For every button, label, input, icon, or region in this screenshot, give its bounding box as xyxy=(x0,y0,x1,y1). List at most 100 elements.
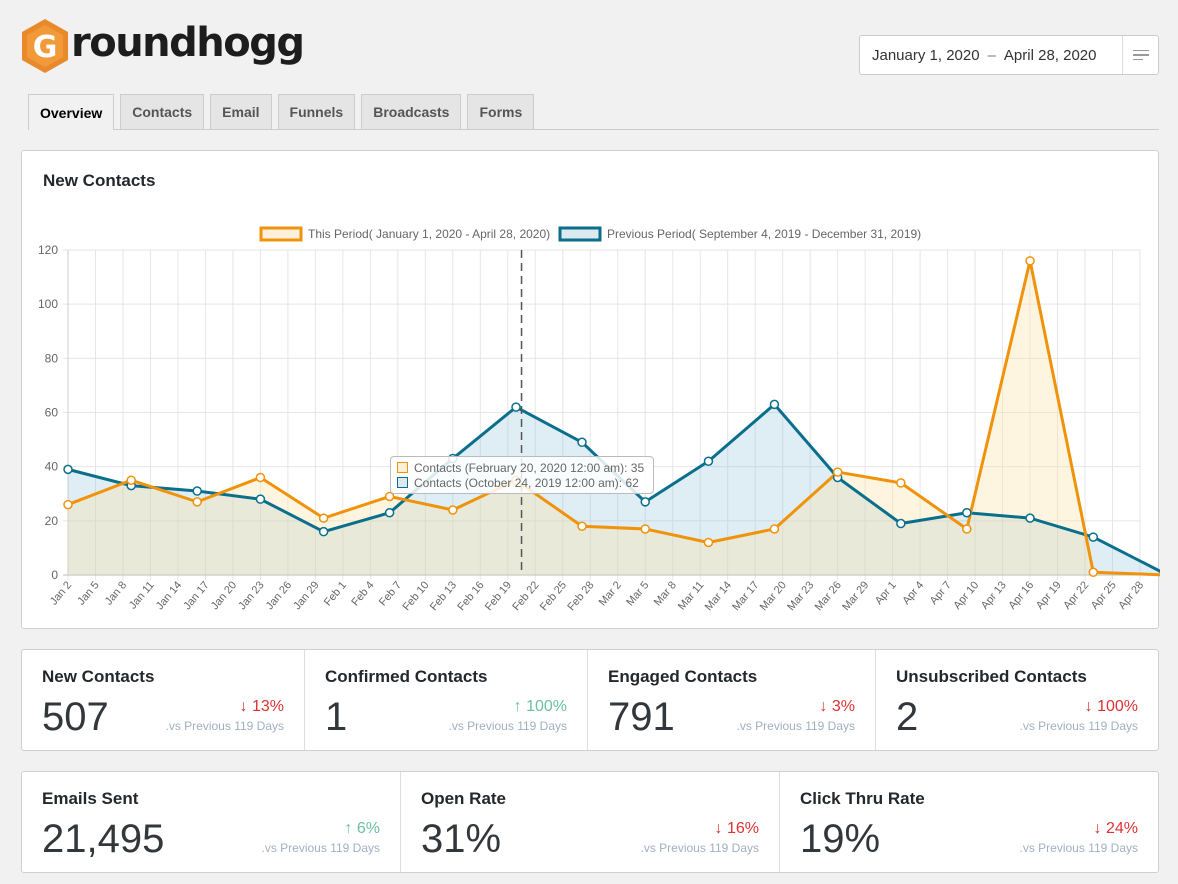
x-tick-label: Feb 25 xyxy=(538,579,569,613)
stat-card-open-rate: Open Rate 31% ↓ 16% .vs Previous 119 Days xyxy=(401,772,780,872)
series-0-point xyxy=(640,524,650,534)
series-0-point xyxy=(832,467,843,477)
x-tick-label: Apr 4 xyxy=(900,579,926,607)
x-tick-label: Mar 20 xyxy=(758,579,789,613)
contacts-stats-row: New Contacts 507 ↓ 13% .vs Previous 119 Day… xyxy=(21,649,1159,751)
x-tick-label: Mar 11 xyxy=(676,579,707,612)
stat-change: ↓ 16% xyxy=(715,820,759,838)
date-range-text[interactable]: January 1, 2020– April 28, 2020 xyxy=(860,47,1122,64)
arrow-down-icon: ↓ xyxy=(1084,698,1098,715)
arrow-down-icon: ↓ xyxy=(239,698,252,715)
x-tick-label: Apr 10 xyxy=(951,579,981,612)
tooltip-swatch-this-period xyxy=(397,462,408,473)
series-1-point xyxy=(577,437,587,448)
x-tick-label: Feb 28 xyxy=(565,579,596,613)
y-tick-label: 120 xyxy=(38,243,58,257)
stat-value: 507 xyxy=(42,695,109,739)
x-tick-label: Jan 17 xyxy=(181,579,211,612)
stat-title: Emails Sent xyxy=(42,789,139,808)
y-tick-label: 100 xyxy=(38,297,58,311)
arrow-up-icon: ↑ xyxy=(344,820,357,837)
stat-change-percent: 6% xyxy=(356,820,380,837)
y-tick-label: 40 xyxy=(45,460,59,474)
series-1-point xyxy=(318,526,329,537)
series-0-point xyxy=(1088,567,1099,578)
date-separator: – xyxy=(987,46,996,64)
new-contacts-chart-panel: New Contacts Jan 2 Jan 5 Jan 8 Jan 11 Jan 14… xyxy=(21,150,1160,630)
y-tick-label: 80 xyxy=(45,351,59,365)
tab-forms[interactable]: Forms xyxy=(467,94,535,129)
y-tick-label: 0 xyxy=(51,568,58,582)
filter-menu-icon[interactable] xyxy=(1122,36,1158,74)
date-end: April 28, 2020 xyxy=(1003,46,1097,64)
series-1-point xyxy=(703,456,714,466)
series-0-point xyxy=(192,497,202,507)
x-tick-label: Mar 17 xyxy=(730,579,761,613)
y-tick-label: 20 xyxy=(45,514,59,528)
x-tick-label: Mar 26 xyxy=(813,579,844,613)
legend-swatch-0 xyxy=(259,226,303,242)
email-stats-row: Emails Sent 21,495 ↑ 6% .vs Previous 119 Da… xyxy=(21,771,1159,873)
x-tick-label: Mar 23 xyxy=(785,579,816,613)
x-tick-label: Jan 5 xyxy=(75,579,101,607)
stat-comparison-label: .vs Previous 119 Days xyxy=(261,841,381,855)
stat-value: 1 xyxy=(325,695,348,739)
stat-change: ↓ 3% xyxy=(819,698,855,716)
tab-funnels[interactable]: Funnels xyxy=(277,94,356,129)
stat-change: ↓ 13% xyxy=(240,698,284,716)
stat-card-click-thru-rate: Click Thru Rate 19% ↓ 24% .vs Previous 119 … xyxy=(780,772,1158,872)
stat-change: ↑ 100% xyxy=(514,698,567,716)
stat-value: 2 xyxy=(896,695,919,739)
stat-value: 31% xyxy=(421,817,502,861)
stat-card-unsubscribed-contacts: Unsubscribed Contacts 2 ↓ 100% .vs Previous… xyxy=(876,650,1158,750)
series-0-area xyxy=(68,260,1160,575)
legend-label-0: This Period( January 1, 2020 - April 28,… xyxy=(308,227,550,241)
series-0-point xyxy=(63,499,73,510)
x-tick-label: Feb 22 xyxy=(510,579,541,613)
x-tick-label: Mar 14 xyxy=(703,579,734,613)
series-1-point xyxy=(63,464,73,475)
tab-broadcasts[interactable]: Broadcasts xyxy=(361,94,462,129)
legend-label-1: Previous Period( September 4, 2019 - Dec… xyxy=(607,227,921,241)
series-0-point xyxy=(384,491,395,502)
x-tick-label: Apr 28 xyxy=(1116,579,1146,612)
stat-title: Click Thru Rate xyxy=(800,789,925,808)
tab-overview[interactable]: Overview xyxy=(28,94,115,130)
tab-contacts[interactable]: Contacts xyxy=(120,94,205,129)
stat-change-percent: 13% xyxy=(251,698,284,715)
stat-change-percent: 100% xyxy=(526,698,567,715)
logo-letter: G xyxy=(33,30,58,65)
x-tick-label: Apr 25 xyxy=(1089,579,1119,612)
x-tick-label: Apr 16 xyxy=(1006,579,1036,612)
x-tick-label: Apr 7 xyxy=(928,579,954,607)
x-tick-label: Mar 5 xyxy=(624,579,651,608)
x-tick-label: Feb 16 xyxy=(455,579,486,613)
stat-comparison-label: .vs Previous 119 Days xyxy=(736,719,856,733)
x-tick-label: Jan 29 xyxy=(291,579,321,612)
report-tabs: Overview Contacts Email Funnels Broadcasts Fo… xyxy=(28,94,1159,130)
series-0-point xyxy=(318,513,329,523)
arrow-up-icon: ↑ xyxy=(513,698,527,715)
date-range-picker[interactable]: January 1, 2020– April 28, 2020 xyxy=(859,35,1159,75)
brand-name: roundhogg xyxy=(71,20,305,66)
x-tick-label: Feb 19 xyxy=(483,579,514,613)
stat-title: Open Rate xyxy=(421,789,507,808)
series-1-point xyxy=(255,494,266,504)
stat-comparison-label: .vs Previous 119 Days xyxy=(165,719,285,733)
x-tick-label: Apr 22 xyxy=(1061,579,1091,612)
x-tick-label: Jan 2 xyxy=(48,579,74,607)
stat-change-percent: 3% xyxy=(831,698,855,715)
stat-comparison-label: .vs Previous 119 Days xyxy=(1019,719,1139,733)
stat-value: 791 xyxy=(608,695,675,739)
series-1-point xyxy=(962,507,972,518)
x-tick-label: Apr 1 xyxy=(873,579,899,607)
tab-email[interactable]: Email xyxy=(210,94,272,129)
stat-title: Engaged Contacts xyxy=(608,667,758,686)
series-1-point xyxy=(192,486,202,496)
stat-title: Unsubscribed Contacts xyxy=(896,667,1087,686)
series-1-point xyxy=(384,507,395,518)
series-0-point xyxy=(769,524,780,534)
x-tick-label: Mar 8 xyxy=(652,579,679,608)
series-1-point xyxy=(511,402,521,412)
